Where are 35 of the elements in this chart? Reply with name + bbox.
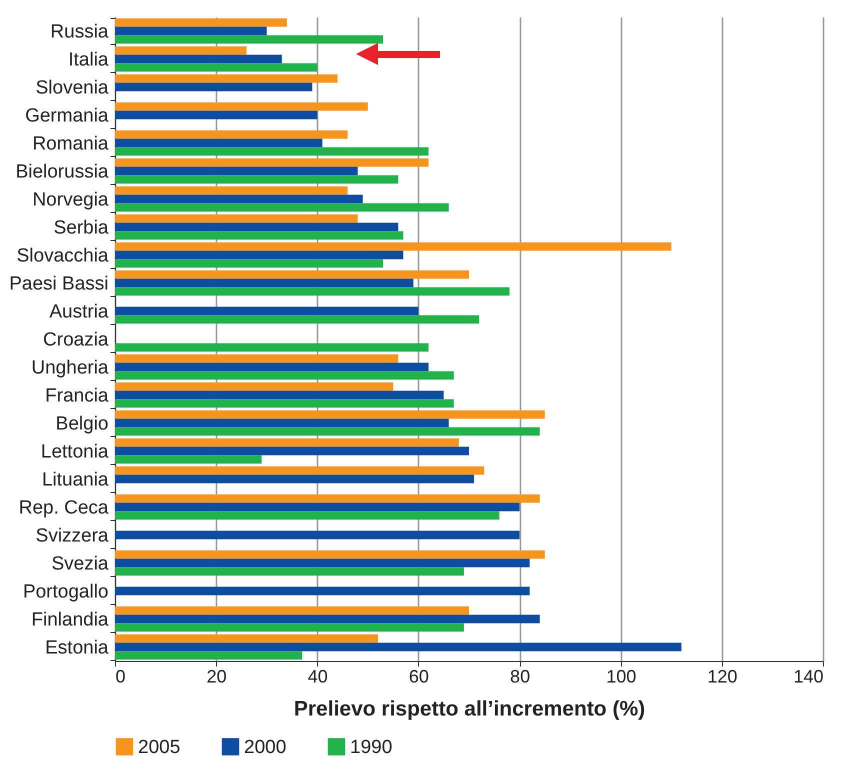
y-tick-label: Serbia [54,218,109,238]
y-tick-label: Portogallo [22,582,108,602]
y-tick-label: Austria [49,302,109,322]
y-tick-label: Svezia [51,554,109,574]
x-tick-label: 140 [793,666,824,686]
y-tick-label: Francia [45,386,109,406]
y-tick-label: Finlandia [31,610,109,630]
x-tick-label: 80 [510,666,530,686]
y-tick-label: Russia [50,22,109,42]
y-tick-label: Paesi Bassi [9,274,108,294]
y-tick-label: Estonia [45,638,109,658]
y-tick-label: Romania [32,134,109,154]
y-tick-label: Slovenia [36,78,109,98]
x-tick-label: 120 [707,666,738,686]
y-tick-label: Norvegia [32,190,109,210]
y-tick-label: Germania [25,106,109,126]
y-tick-label: Slovacchia [16,246,109,266]
x-tick-label: 40 [308,666,328,686]
y-tick-label: Croazia [43,330,109,350]
y-tick-label: Svizzera [36,526,109,546]
y-tick-label: Belgio [56,414,108,434]
legend-label: 1990 [350,736,392,758]
legend-label: 2005 [138,736,180,758]
x-tick-label: 20 [206,666,227,686]
y-tick-label: Bielorussia [16,162,109,182]
y-tick-label: Ungheria [31,358,109,378]
y-tick-label: Rep. Ceca [18,498,109,518]
x-tick-label: 0 [116,666,126,686]
y-tick-label: Lettonia [40,442,109,462]
x-axis-title: Prelievo rispetto all’incremento (%) [294,698,646,720]
x-tick-label: 60 [408,666,429,686]
y-tick-label: Lituania [42,470,109,490]
legend-label: 2000 [244,736,286,758]
y-tick-label: Italia [68,50,109,70]
x-tick-label: 100 [606,666,636,686]
